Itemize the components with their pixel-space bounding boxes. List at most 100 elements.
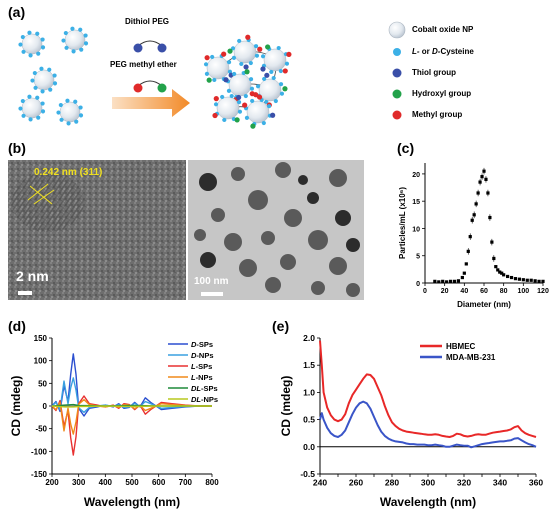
cysteine-dot xyxy=(232,71,237,77)
cysteine-dot xyxy=(40,45,46,50)
reagent-peg-methyl-ether: PEG methyl ether xyxy=(110,60,177,69)
tem-image: 100 nm xyxy=(188,160,364,300)
lattice-label: 0.242 nm (311) xyxy=(34,167,103,178)
data-point xyxy=(492,256,496,261)
x-tick-label: 800 xyxy=(205,478,219,487)
cysteine-dot xyxy=(243,93,248,99)
tem-particle xyxy=(248,190,268,210)
data-point xyxy=(486,191,490,195)
cysteine-dot xyxy=(210,54,215,60)
legend-np-label: Cobalt oxide NP xyxy=(412,25,474,34)
cysteine-dot xyxy=(236,100,242,105)
legend-cys-d: D- xyxy=(432,47,441,56)
data-point xyxy=(500,271,504,275)
cysteine-dot xyxy=(222,117,227,123)
cysteine-dot xyxy=(20,98,25,104)
data-point xyxy=(441,279,445,283)
cysteine-dot xyxy=(83,41,89,46)
panel-label-e: (e) xyxy=(272,318,290,334)
tem-particle xyxy=(346,238,360,252)
group-dot xyxy=(227,48,233,54)
series-line-HBMEC xyxy=(319,340,537,438)
cysteine-dot xyxy=(30,78,35,83)
cysteine-dot xyxy=(203,62,209,67)
data-point xyxy=(506,274,510,279)
y-tick-label: 0 xyxy=(43,402,48,411)
group-dot xyxy=(282,86,288,92)
legend-cys-l: L- xyxy=(412,47,422,56)
peg-methyl-ether-icon xyxy=(133,80,167,93)
data-point xyxy=(460,275,464,280)
cysteine-dot xyxy=(63,30,68,36)
legend-label-suffix: -SPs xyxy=(196,362,213,371)
legend-label: D-NPs xyxy=(191,351,214,360)
legend-label-suffix: -NPs xyxy=(196,373,213,382)
x-tick-label: 600 xyxy=(152,478,166,487)
y-tick-label: 150 xyxy=(34,334,48,343)
group-dot xyxy=(243,64,249,70)
data-point xyxy=(478,180,482,184)
tem-particle xyxy=(261,231,275,245)
data-point xyxy=(474,202,478,206)
x-tick-label: 100 xyxy=(517,288,529,295)
group-dot xyxy=(253,92,259,98)
cysteine-dot xyxy=(61,38,66,43)
group-dot xyxy=(234,117,240,123)
legend-hydroxyl-label: Hydroxyl group xyxy=(412,89,472,98)
x-tick-label: 0 xyxy=(423,288,427,295)
data-point xyxy=(488,215,492,220)
group-dot xyxy=(206,77,212,83)
group-dot xyxy=(250,123,256,129)
y-tick-label: 20 xyxy=(412,172,420,179)
x-tick-label: 20 xyxy=(441,288,449,295)
x-tick-label: 120 xyxy=(537,288,549,295)
data-point xyxy=(480,175,484,179)
group-dot xyxy=(242,102,248,108)
group-dot xyxy=(257,46,263,52)
cysteine-dot xyxy=(213,102,219,107)
cysteine-dot xyxy=(79,47,84,52)
cysteine-dot xyxy=(58,102,63,108)
data-point xyxy=(437,280,441,284)
x-tick-label: 80 xyxy=(500,288,508,295)
group-dot xyxy=(236,94,242,101)
cysteine-dot xyxy=(237,38,242,44)
cysteine-dot xyxy=(32,70,37,76)
legend-thiol-label: Thiol group xyxy=(412,68,456,77)
cysteine-dot xyxy=(226,88,232,93)
scale-label-right: 100 nm xyxy=(194,276,229,287)
cysteine-dot xyxy=(248,60,253,66)
cysteine-dot xyxy=(83,33,88,38)
x-tick-label: 340 xyxy=(493,478,507,488)
tem-particle xyxy=(335,210,351,226)
tem-particle xyxy=(194,229,206,241)
reaction-arrow-icon xyxy=(112,89,190,117)
data-point xyxy=(448,279,453,283)
legend-label-suffix: -SPs xyxy=(201,384,218,393)
data-point xyxy=(456,279,461,283)
legend-cys-label: L- or D-Cysteine xyxy=(412,47,474,56)
cysteine-dot xyxy=(230,46,236,51)
cysteine-dot xyxy=(65,98,70,103)
group-dot xyxy=(264,72,270,78)
cysteine-dot xyxy=(66,121,71,126)
x-tick-label: 60 xyxy=(480,288,488,295)
nanoparticle xyxy=(233,40,257,64)
data-point xyxy=(513,277,518,281)
y-tick-label: -0.5 xyxy=(300,469,315,479)
y-tick-label: 50 xyxy=(38,379,47,388)
cysteine-dot xyxy=(255,84,261,89)
data-point xyxy=(468,235,472,239)
group-dot xyxy=(270,112,276,118)
cysteine-dot xyxy=(254,53,260,58)
data-point xyxy=(533,279,537,283)
x-tick-label: 200 xyxy=(45,478,59,487)
cysteine-dot xyxy=(78,27,83,32)
cysteine-dot xyxy=(279,91,285,96)
legend-label-suffix: -SPs xyxy=(196,340,213,349)
data-point xyxy=(484,177,488,181)
data-point xyxy=(445,280,449,284)
legend-label-prefix: D xyxy=(191,340,197,349)
chart-e-cell-cd-spectra: 240 260 280 300 320 340 360 -0.5 0.0 0.5 1.0 1.5 2.0… xyxy=(279,333,543,509)
cysteine-dot xyxy=(73,99,78,104)
